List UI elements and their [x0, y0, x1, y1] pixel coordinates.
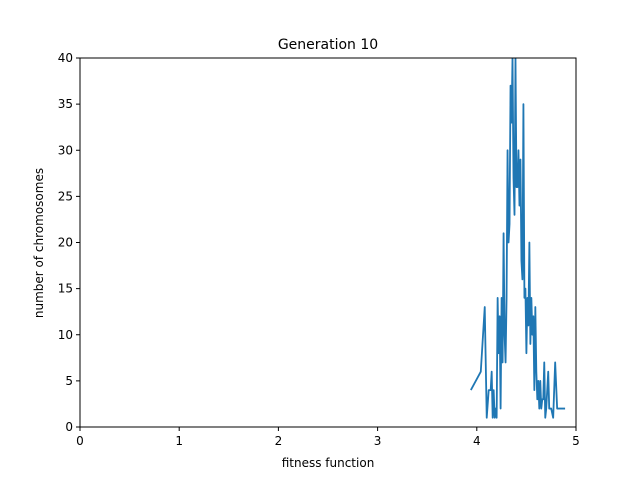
y-tick-label: 25 [58, 189, 73, 203]
y-tick-label: 30 [58, 143, 73, 157]
y-tick-label: 35 [58, 97, 73, 111]
axis-ticks: 0 1 2 3 4 5 0 5 10 15 20 25 30 35 40 [58, 51, 580, 448]
x-tick-label: 4 [473, 434, 481, 448]
y-tick-label: 20 [58, 236, 73, 250]
chart-title: Generation 10 [278, 37, 378, 53]
y-tick-label: 15 [58, 282, 73, 296]
plot-area [470, 58, 566, 419]
series-line [470, 58, 566, 419]
y-tick-label: 40 [58, 51, 73, 65]
y-tick-label: 5 [65, 374, 73, 388]
y-tick-label: 0 [65, 420, 73, 434]
y-axis-label: number of chromosomes [32, 168, 46, 318]
y-tick-label: 10 [58, 328, 73, 342]
x-tick-label: 2 [275, 434, 283, 448]
x-tick-label: 3 [374, 434, 382, 448]
x-axis-label: fitness function [282, 456, 375, 470]
x-tick-label: 0 [76, 434, 84, 448]
plot-frame [79, 57, 577, 428]
x-tick-label: 5 [572, 434, 580, 448]
x-tick-label: 1 [175, 434, 183, 448]
